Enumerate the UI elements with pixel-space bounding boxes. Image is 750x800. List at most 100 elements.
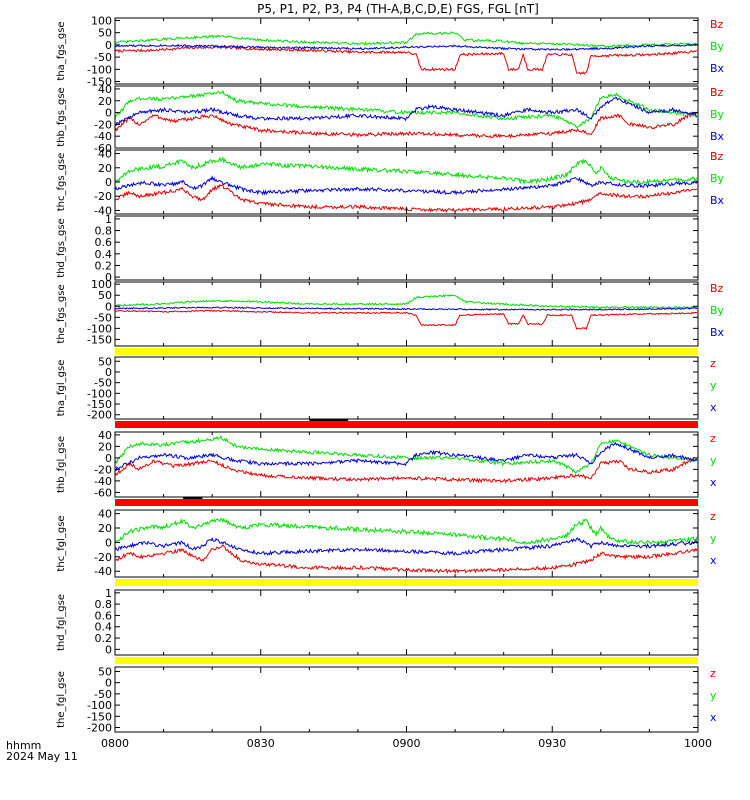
legend-z: z	[710, 510, 716, 523]
series-y-line	[115, 31, 698, 48]
footer-date: 2024 May 11	[6, 750, 78, 763]
panel-frame	[114, 356, 699, 420]
flag-bar-4	[115, 657, 698, 664]
y-tick-label: 40	[98, 148, 112, 161]
legend-Bx: Bx	[710, 326, 725, 339]
y-tick-label: 40	[98, 83, 112, 96]
series-z-line	[115, 111, 698, 140]
legend-Bz: Bz	[710, 150, 724, 163]
y-tick-label: 0	[105, 536, 112, 549]
flag-bar-3	[115, 579, 698, 586]
legend-Bz: Bz	[710, 282, 724, 295]
y-tick-label: -150	[87, 398, 112, 411]
panel-thd_fgs_gse: 10.80.60.40.20 thd_fgs_gse	[56, 213, 699, 284]
y-axis-label: tha_fgs_gse	[56, 21, 67, 80]
y-tick-label: 1	[105, 213, 112, 226]
x-tick-label: 1000	[684, 737, 712, 750]
y-axis-label: thd_fgl_gse	[56, 594, 67, 651]
x-tick-label: 0900	[393, 737, 421, 750]
y-tick-label: 0	[105, 452, 112, 465]
flag-bar-2	[115, 497, 698, 506]
series-y-line	[115, 517, 698, 546]
x-tick-label: 0800	[101, 737, 129, 750]
y-tick-label: -60	[94, 142, 112, 155]
flag-bar-0	[115, 348, 698, 355]
y-tick-label: -200	[87, 722, 112, 735]
legend-By: By	[710, 304, 725, 317]
y-axis-label: thb_fgs_gse	[56, 87, 67, 146]
y-tick-label: -20	[94, 551, 112, 564]
y-tick-label: 1	[105, 587, 112, 600]
series-y-line	[115, 89, 698, 129]
footer-hhmm: hhmm	[6, 739, 41, 752]
panel-tha_fgl_gse: 500-50-100-150-200 tha_fgl_gse zyx	[56, 355, 717, 421]
y-tick-label: -20	[94, 463, 112, 476]
y-axis-label: tha_fgl_gse	[56, 360, 67, 417]
y-tick-label: 20	[98, 522, 112, 535]
legend-x: x	[710, 554, 717, 567]
y-tick-label: 0	[105, 643, 112, 656]
legend-z: z	[710, 357, 716, 370]
legend-y: y	[710, 689, 717, 702]
legend-Bz: Bz	[710, 86, 724, 99]
y-tick-label: -100	[87, 699, 112, 712]
legend-z: z	[710, 432, 716, 445]
x-tick-label: 0930	[538, 737, 566, 750]
y-tick-label: -150	[87, 710, 112, 723]
y-tick-label: 100	[91, 278, 112, 291]
legend-z: z	[710, 667, 716, 680]
y-tick-label: 0	[105, 271, 112, 284]
y-tick-label: 40	[98, 429, 112, 442]
panel-the_fgl_gse: 500-50-100-150-200 the_fgl_gse zyx	[56, 665, 717, 734]
y-tick-label: 0	[105, 677, 112, 690]
series-x-line	[115, 96, 698, 127]
x-tick-label: 0830	[247, 737, 275, 750]
series-z-line	[115, 309, 698, 331]
legend-y: y	[710, 532, 717, 545]
legend-x: x	[710, 476, 717, 489]
flag-bar-black-segment	[183, 497, 203, 499]
y-tick-label: -100	[87, 322, 112, 335]
legend-Bz: Bz	[710, 18, 724, 31]
flag-bar	[115, 348, 698, 355]
y-tick-label: -50	[94, 311, 112, 324]
legend-x: x	[710, 401, 717, 414]
y-tick-label: -150	[87, 333, 112, 346]
legend-y: y	[710, 454, 717, 467]
y-tick-label: 0.4	[95, 248, 113, 261]
y-tick-label: -100	[87, 387, 112, 400]
y-tick-label: -40	[94, 565, 112, 578]
y-tick-label: -50	[94, 377, 112, 390]
y-tick-label: -20	[94, 190, 112, 203]
series-x-line	[115, 43, 698, 52]
y-tick-label: 0	[105, 39, 112, 52]
panel-frame	[114, 509, 699, 578]
plot-title: P5, P1, P2, P3, P4 (TH-A,B,C,D,E) FGS, F…	[257, 2, 539, 16]
y-tick-label: 50	[98, 355, 112, 368]
y-tick-label: -50	[94, 688, 112, 701]
series-y-line	[115, 156, 698, 186]
y-tick-label: 0.2	[95, 632, 113, 645]
y-tick-label: 0	[105, 300, 112, 313]
legend-y: y	[710, 379, 717, 392]
y-tick-label: 0.8	[95, 225, 113, 238]
y-tick-label: 50	[98, 27, 112, 40]
y-tick-label: 0.2	[95, 259, 113, 272]
y-tick-label: 20	[98, 440, 112, 453]
y-tick-label: 0	[105, 366, 112, 379]
panel-frame	[114, 215, 699, 281]
legend-By: By	[710, 108, 725, 121]
panel-frame	[114, 589, 699, 656]
legend-Bx: Bx	[710, 194, 725, 207]
y-axis-label: the_fgl_gse	[56, 671, 67, 728]
y-tick-label: 100	[91, 14, 112, 27]
legend-x: x	[710, 711, 717, 724]
y-axis-label: thc_fgs_gse	[56, 153, 67, 212]
y-tick-label: 0	[105, 176, 112, 189]
y-tick-label: 50	[98, 289, 112, 302]
